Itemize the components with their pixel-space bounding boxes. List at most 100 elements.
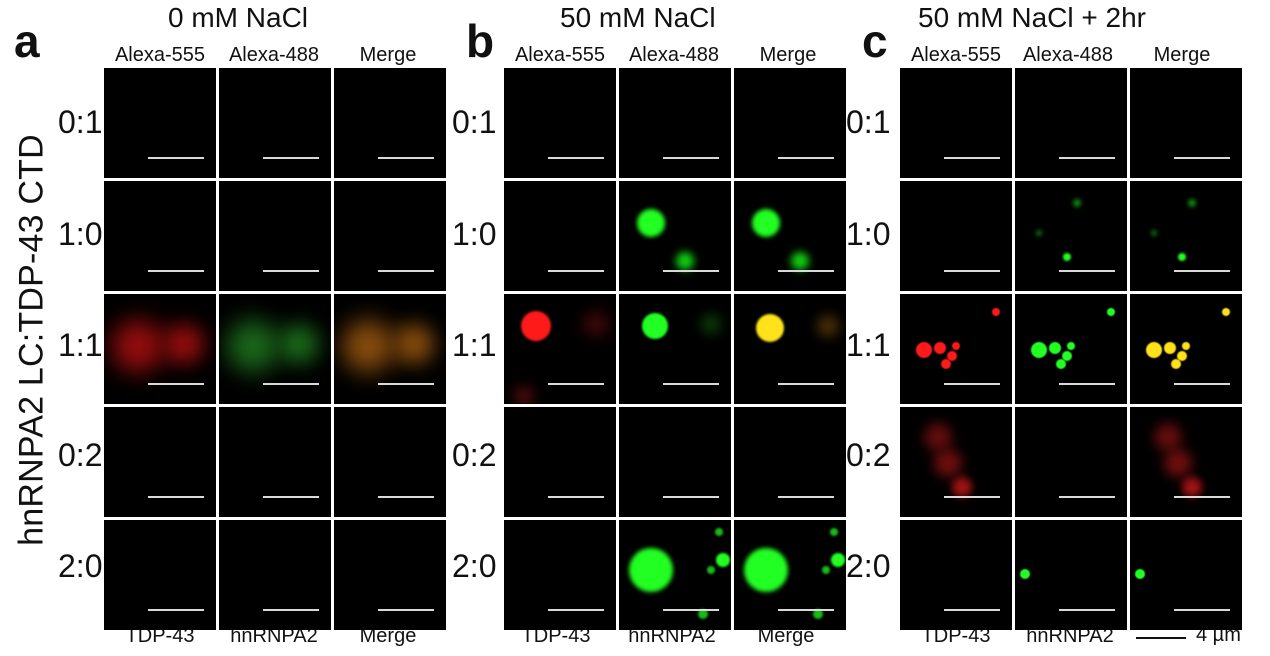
bottom-label-hnrnpa2: hnRNPA2 xyxy=(1026,625,1114,647)
scale-bar xyxy=(263,270,319,272)
droplet xyxy=(813,609,823,619)
micrograph-cell xyxy=(1130,68,1242,178)
micrograph-cell xyxy=(334,68,446,178)
scale-bar xyxy=(263,157,319,159)
row-label: 1:0 xyxy=(452,216,497,252)
scale-bar xyxy=(148,157,204,159)
micrograph-cell xyxy=(734,407,846,517)
micrograph-cell xyxy=(504,181,616,291)
scale-bar xyxy=(663,609,719,611)
micrograph-cell xyxy=(104,407,216,517)
droplet xyxy=(701,314,721,334)
panel-letter: a xyxy=(14,15,40,67)
scale-bar xyxy=(944,270,1000,272)
micrograph-cell xyxy=(104,294,216,404)
scale-bar xyxy=(1174,157,1230,159)
row-label: 0:2 xyxy=(846,437,891,473)
droplet xyxy=(952,477,972,497)
droplet xyxy=(947,351,957,361)
scale-bar xyxy=(148,496,204,498)
channel-label-alexa488: Alexa-488 xyxy=(1022,44,1114,66)
scale-bar xyxy=(1174,270,1230,272)
micrograph-cell xyxy=(900,520,1012,630)
micrograph-cell xyxy=(219,520,331,630)
micrograph-cell xyxy=(104,520,216,630)
row-label: 1:1 xyxy=(846,327,891,363)
bottom-label-tdp43: TDP-43 xyxy=(125,625,195,647)
condition-title: 0 mM NaCl xyxy=(168,2,309,33)
micrograph-cell xyxy=(619,407,731,517)
droplet xyxy=(637,209,665,237)
droplet xyxy=(1164,449,1192,477)
droplet xyxy=(822,566,830,574)
micrograph-cell xyxy=(1130,294,1242,404)
bottom-label-merge: Merge xyxy=(757,625,815,647)
row-label: 1:0 xyxy=(58,216,103,252)
scale-bar xyxy=(663,496,719,498)
micrograph-cell xyxy=(334,294,446,404)
droplet xyxy=(1049,342,1061,354)
scale-bar xyxy=(263,496,319,498)
droplet xyxy=(1067,342,1075,350)
channel-label-alexa488: Alexa-488 xyxy=(628,44,720,66)
micrograph-cell xyxy=(334,520,446,630)
droplet xyxy=(642,313,668,339)
scale-bar xyxy=(548,157,604,159)
scale-bar xyxy=(148,609,204,611)
row-label: 2:0 xyxy=(846,548,891,584)
droplet xyxy=(1146,342,1162,358)
micrograph-cell xyxy=(104,181,216,291)
scale-bar xyxy=(944,157,1000,159)
scale-bar xyxy=(378,609,434,611)
panel-letter: b xyxy=(466,15,495,67)
droplet xyxy=(1182,477,1202,497)
droplet xyxy=(514,386,534,404)
scale-bar xyxy=(548,609,604,611)
droplet xyxy=(1171,359,1181,369)
channel-label-merge: Merge xyxy=(759,44,817,66)
micrograph-cell xyxy=(504,68,616,178)
micrograph-cell xyxy=(734,181,846,291)
droplet xyxy=(916,342,932,358)
channel-label-merge: Merge xyxy=(359,44,417,66)
droplet xyxy=(941,359,951,369)
droplet xyxy=(394,324,434,364)
image-grid-a xyxy=(104,68,446,630)
micrograph-cell xyxy=(1015,407,1127,517)
droplet xyxy=(1151,230,1157,236)
image-grid-c xyxy=(900,68,1242,630)
micrograph-cell xyxy=(219,294,331,404)
micrograph-cell xyxy=(219,68,331,178)
scale-bar xyxy=(778,157,834,159)
droplet xyxy=(698,609,708,619)
droplet xyxy=(817,315,839,337)
scale-bar xyxy=(148,270,204,272)
scale-bar xyxy=(778,609,834,611)
scale-bar xyxy=(1059,383,1115,385)
droplet xyxy=(279,324,319,364)
micrograph-cell xyxy=(619,294,731,404)
micrograph-cell xyxy=(619,68,731,178)
micrograph-cell xyxy=(900,407,1012,517)
micrograph-cell xyxy=(1015,520,1127,630)
scale-bar xyxy=(548,270,604,272)
droplet xyxy=(1154,423,1182,451)
droplet xyxy=(715,528,723,536)
scale-bar xyxy=(378,496,434,498)
scale-bar xyxy=(548,383,604,385)
micrograph-cell xyxy=(734,68,846,178)
droplet xyxy=(752,209,780,237)
micrograph-cell xyxy=(1015,294,1127,404)
micrograph-cell xyxy=(734,520,846,630)
droplet xyxy=(1056,359,1066,369)
scale-bar xyxy=(944,496,1000,498)
row-label: 0:1 xyxy=(452,104,497,140)
scale-bar xyxy=(1174,383,1230,385)
row-label: 0:1 xyxy=(58,104,103,140)
row-label: 0:1 xyxy=(846,104,891,140)
scale-bar xyxy=(548,496,604,498)
micrograph-cell xyxy=(619,181,731,291)
droplet xyxy=(164,324,204,364)
droplet xyxy=(924,423,952,451)
droplet xyxy=(831,553,845,567)
